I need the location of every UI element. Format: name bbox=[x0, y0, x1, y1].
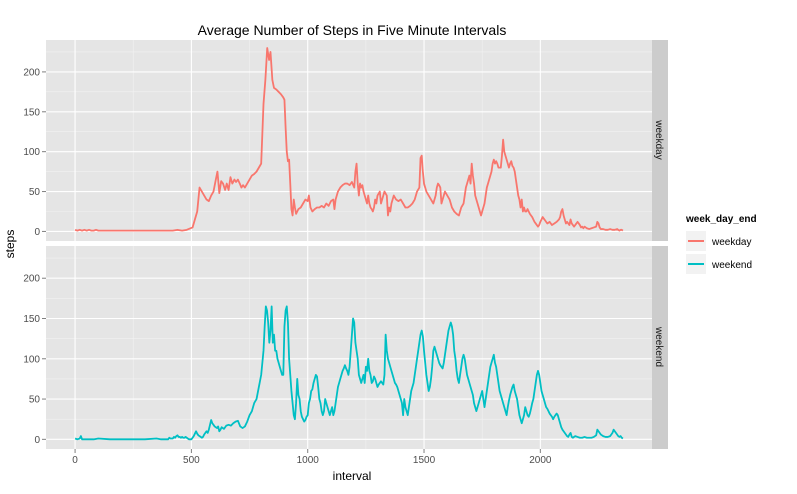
strip-label-weekend: weekend bbox=[653, 326, 664, 367]
y-tick-label: 50 bbox=[29, 395, 41, 406]
y-tick-label: 0 bbox=[34, 435, 40, 446]
y-tick-label: 100 bbox=[23, 354, 40, 365]
y-axis-title: steps bbox=[3, 230, 17, 259]
strip-label-weekday: weekday bbox=[653, 119, 664, 159]
strip-weekend bbox=[652, 246, 668, 449]
x-tick-label: 500 bbox=[183, 455, 200, 466]
chart-title: Average Number of Steps in Five Minute I… bbox=[198, 22, 507, 38]
x-tick-label: 0 bbox=[72, 455, 78, 466]
x-axis-title: interval bbox=[333, 469, 372, 483]
y-tick-label: 50 bbox=[29, 187, 41, 198]
panel-weekday-bg bbox=[46, 40, 652, 241]
legend-title: week_day_end bbox=[685, 214, 757, 225]
x-tick-label: 1000 bbox=[297, 455, 320, 466]
panel-weekend-bg bbox=[46, 246, 652, 449]
legend-label-weekday: weekday bbox=[711, 237, 751, 248]
strip-weekday bbox=[652, 40, 668, 241]
line-layer bbox=[74, 47, 624, 441]
y-tick-label: 100 bbox=[23, 147, 40, 158]
y-tick-label: 150 bbox=[23, 107, 40, 118]
y-tick-label: 200 bbox=[23, 67, 40, 78]
y-tick-label: 0 bbox=[34, 227, 40, 238]
y-tick-label: 150 bbox=[23, 314, 40, 325]
y-tick-label: 200 bbox=[23, 274, 40, 285]
series-line-weekday bbox=[74, 47, 624, 232]
series-line-weekend bbox=[74, 305, 624, 441]
x-tick-label: 2000 bbox=[529, 455, 552, 466]
x-tick-label: 1500 bbox=[413, 455, 436, 466]
legend: week_day_end weekday weekend bbox=[685, 214, 757, 274]
legend-label-weekend: weekend bbox=[711, 260, 752, 271]
